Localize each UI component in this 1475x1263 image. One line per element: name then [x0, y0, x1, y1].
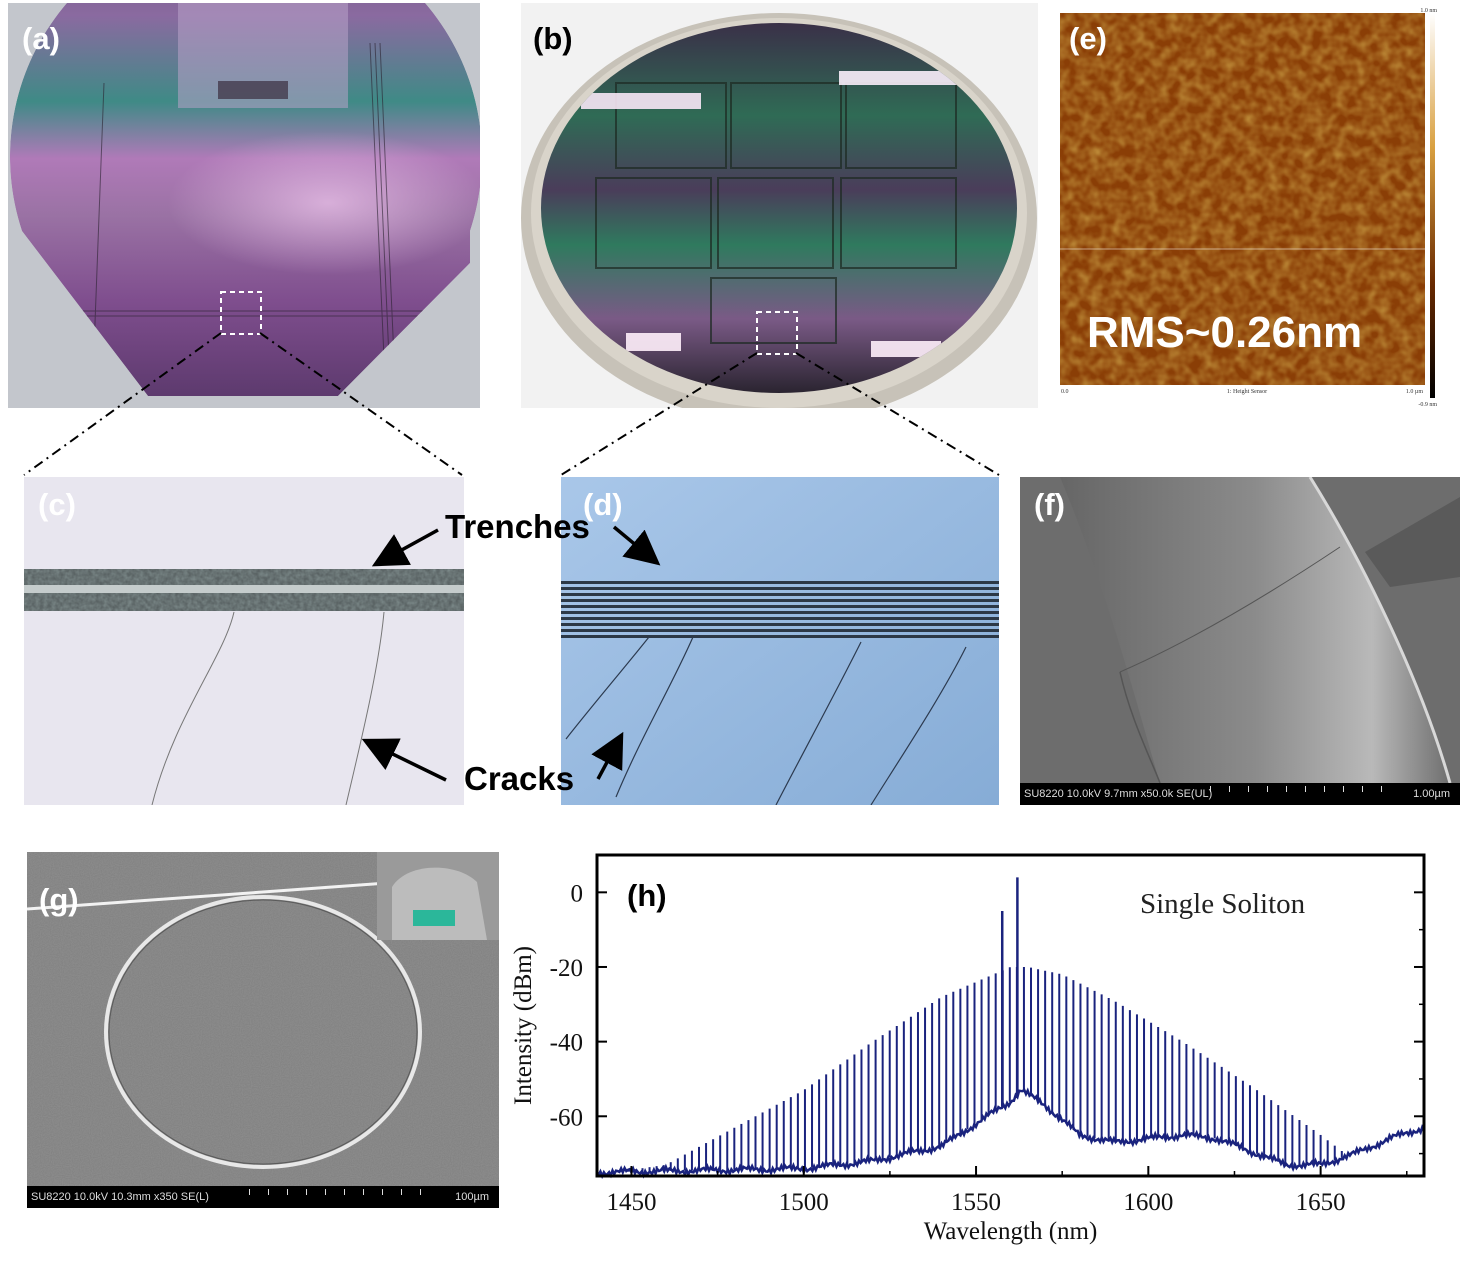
x-tick-label: 1450 — [606, 1189, 656, 1216]
panel-label-b: (b) — [533, 21, 573, 56]
sem-g-image — [27, 852, 499, 1186]
wafer-a-image — [8, 3, 480, 408]
sem-g-scale-ticks — [249, 1189, 439, 1195]
sem-g-scale: 100µm — [455, 1191, 489, 1203]
x-tick-label: 1600 — [1123, 1189, 1173, 1216]
x-tick-label: 1650 — [1296, 1189, 1346, 1216]
panel-a-wafer-photo: (a) — [8, 3, 480, 408]
panel-label-d: (d) — [583, 487, 623, 522]
panel-label-f: (f) — [1034, 487, 1065, 522]
sem-g-info-bar: SU8220 10.0kV 10.3mm x350 SE(L) 100µm — [27, 1186, 499, 1208]
wafer-b-image — [521, 3, 1038, 408]
chart-frame — [595, 853, 1426, 1178]
x-tick-label: 1500 — [779, 1189, 829, 1216]
annotation-arrows — [361, 525, 661, 782]
chart-y-axis-label: Intensity (dBm) — [510, 946, 537, 1105]
panel-label-g: (g) — [39, 882, 79, 917]
y-tick-label: -20 — [550, 955, 583, 982]
panel-h-spectrum-chart: 1450 1500 1550 1600 1650 0 -20 -40 -60 Single So… — [505, 850, 1435, 1250]
annotation-trenches: Trenches — [445, 508, 590, 545]
afm-axis-title: 1: Height Sensor — [1227, 389, 1267, 395]
afm-axis-left: 0.0 — [1061, 389, 1069, 395]
panel-e-afm-image: 1.0 nm -0.9 nm 0.0 1: Height Sensor 1.0 … — [1057, 3, 1440, 408]
panel-label-c: (c) — [38, 487, 76, 522]
spectrum-chart: 1450 1500 1550 1600 1650 0 -20 -40 -60 Single So… — [510, 853, 1426, 1245]
afm-image: 1.0 nm -0.9 nm 0.0 1: Height Sensor 1.0 … — [1060, 8, 1437, 408]
chart-annotation: Single Soliton — [1140, 888, 1306, 920]
y-tick-label: -40 — [550, 1030, 583, 1057]
zoom-guide-lines — [23, 332, 1000, 476]
afm-axis-right: 1.0 µm — [1406, 389, 1423, 395]
panel-b-wafer-photo: (b) — [521, 3, 1038, 408]
sem-f-info: SU8220 10.0kV 9.7mm x50.0k SE(UL) — [1024, 788, 1213, 800]
panel-label-h: (h) — [627, 878, 667, 913]
sem-f-image — [1020, 477, 1460, 784]
sem-f-scale-ticks — [1210, 786, 1400, 792]
y-tick-label: -60 — [550, 1104, 583, 1131]
y-tick-label: 0 — [571, 880, 584, 907]
x-tick-label: 1550 — [951, 1189, 1001, 1216]
panel-f-sem-image: SU8220 10.0kV 9.7mm x50.0k SE(UL) 1.00µm… — [1020, 477, 1460, 805]
panel-label-a: (a) — [22, 21, 60, 56]
panel-label-e: (e) — [1069, 21, 1107, 56]
afm-colorbar-bottom: -0.9 nm — [1418, 402, 1437, 408]
sem-f-scale: 1.00µm — [1413, 788, 1450, 800]
afm-colorbar-top: 1.0 nm — [1420, 8, 1437, 14]
afm-rms-label: RMS~0.26nm — [1087, 308, 1363, 357]
chart-x-axis-label: Wavelength (nm) — [924, 1218, 1098, 1245]
panel-g-sem-ring-image: SU8220 10.0kV 10.3mm x350 SE(L) 100µm (g… — [27, 852, 499, 1208]
micrograph-c-image — [24, 477, 464, 805]
sem-g-info: SU8220 10.0kV 10.3mm x350 SE(L) — [31, 1191, 209, 1203]
annotation-cracks: Cracks — [464, 760, 575, 797]
sem-f-info-bar: SU8220 10.0kV 9.7mm x50.0k SE(UL) 1.00µm — [1020, 783, 1460, 805]
